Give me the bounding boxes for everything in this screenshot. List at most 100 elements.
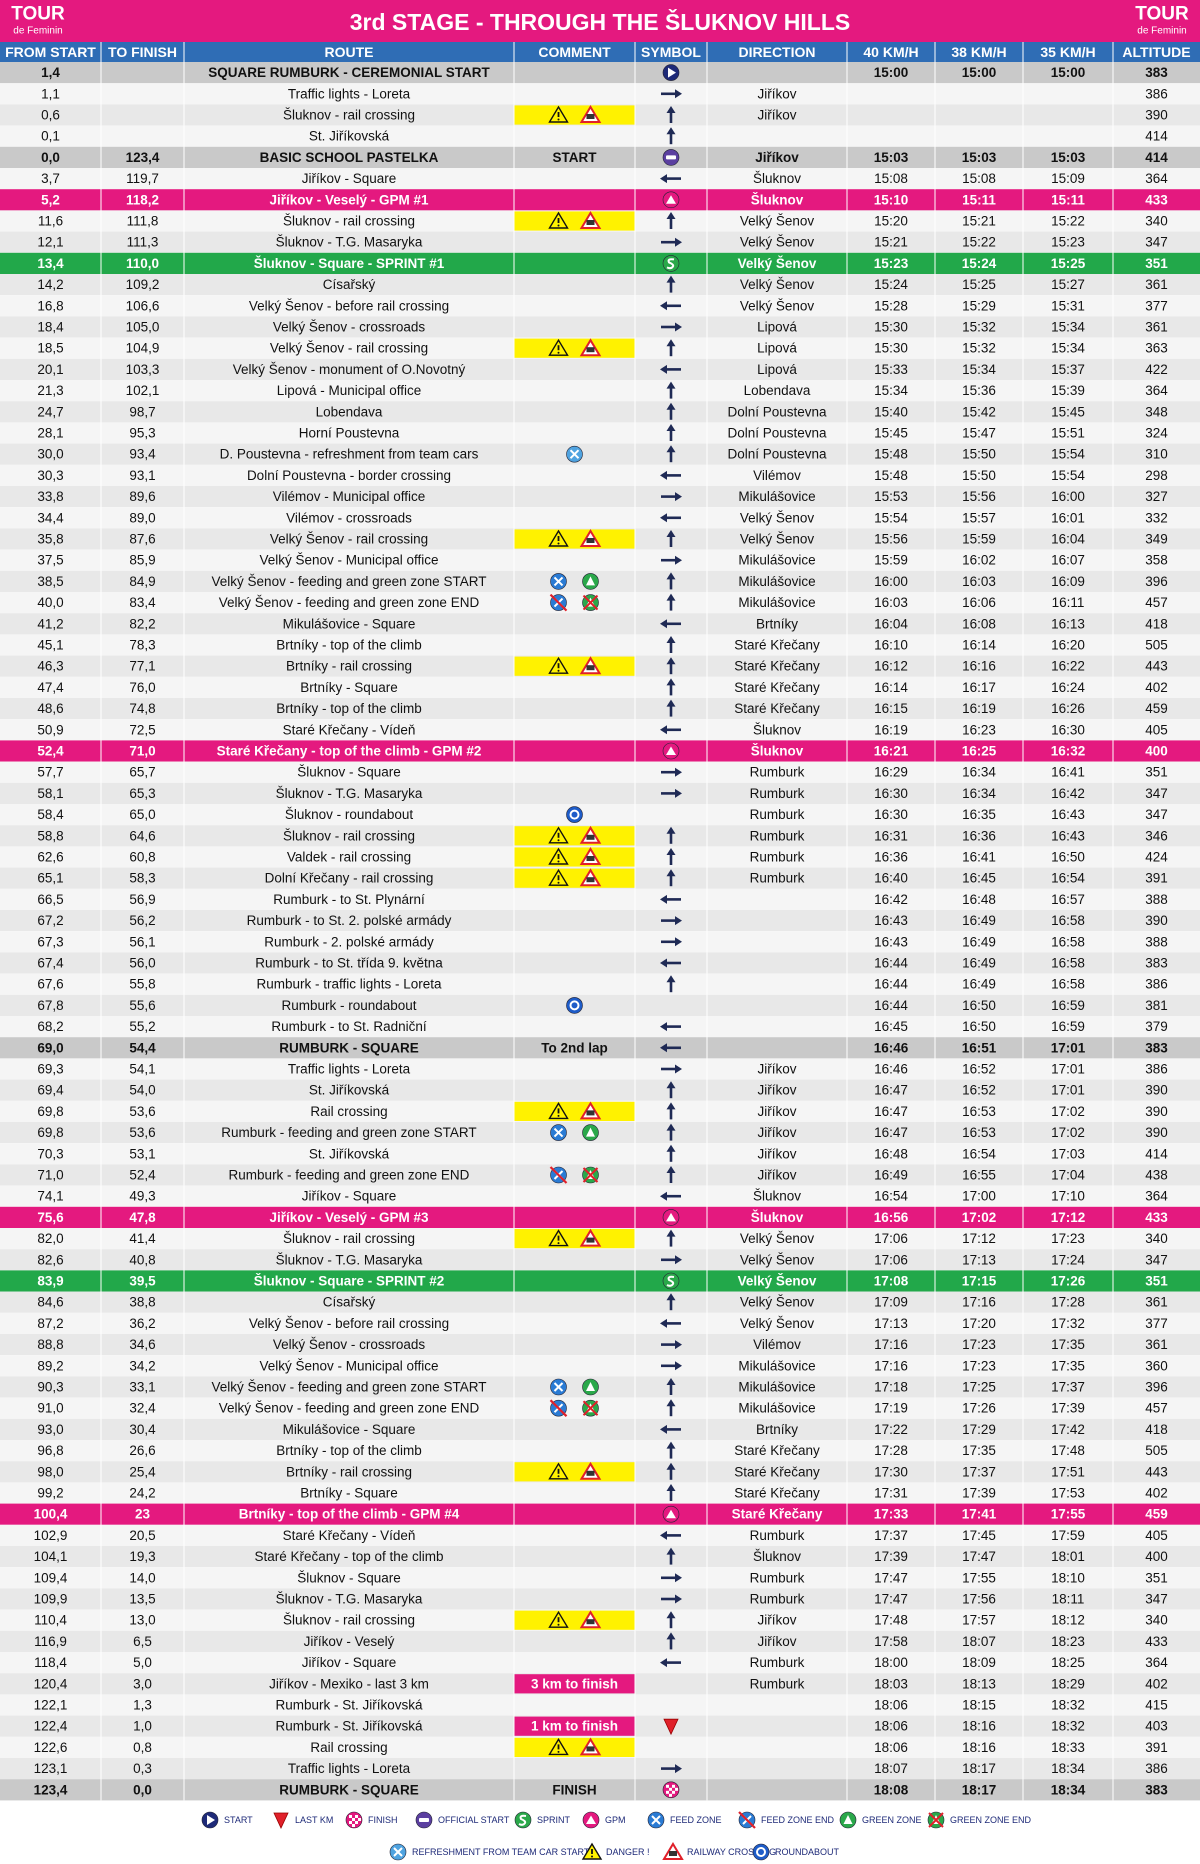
- row-background: [0, 231, 1200, 253]
- cell-text: 74,8: [129, 701, 155, 716]
- column-header: ROUTE: [325, 44, 374, 60]
- cell-text: 402: [1145, 1676, 1168, 1691]
- cell-text: 69,3: [37, 1062, 63, 1077]
- icon-glyph: [352, 1818, 355, 1821]
- column-header: SYMBOL: [641, 44, 701, 60]
- icon: [666, 275, 676, 293]
- cell-text: 17:42: [1051, 1422, 1085, 1437]
- cell-text: 64,6: [129, 828, 155, 843]
- cell-text: 35,8: [37, 532, 63, 547]
- cell-text: 1,1: [41, 86, 60, 101]
- cell-text: Šluknov: [751, 192, 804, 207]
- icon-glyph: [586, 1815, 596, 1824]
- icon: [661, 788, 682, 798]
- row-background: [0, 1397, 1200, 1419]
- cell-text: 16:09: [1051, 574, 1085, 589]
- cell-text: 110,0: [126, 256, 159, 271]
- icon: [548, 1610, 569, 1628]
- icon-glyph: [355, 1815, 358, 1818]
- row-background: [0, 1652, 1200, 1674]
- icon: [662, 1272, 680, 1290]
- row-background: [0, 380, 1200, 402]
- cell-text: 3 km to finish: [531, 1676, 618, 1691]
- icon: [548, 1738, 569, 1756]
- cell-text: 377: [1145, 1316, 1168, 1331]
- row-background: [0, 931, 1200, 953]
- arrow-head: [666, 1611, 676, 1619]
- cell-text: Velký Šenov - feeding and green zone STA…: [212, 574, 487, 589]
- row-background: [0, 1779, 1200, 1801]
- arrow-head: [666, 1547, 676, 1555]
- icon-glyph: [666, 155, 676, 160]
- cell-text: Šluknov: [751, 744, 804, 759]
- cell-text: 16:42: [874, 892, 908, 907]
- cell-text: Rumburk - traffic lights - Loreta: [256, 977, 442, 992]
- icon: [389, 1843, 407, 1861]
- arrow-head: [666, 381, 676, 389]
- cell-text: Lipová: [757, 320, 797, 335]
- cell-text: 340: [1145, 1613, 1168, 1628]
- cell-text: Šluknov - rail crossing: [283, 1231, 415, 1246]
- cell-text: 415: [1145, 1698, 1168, 1713]
- cell-text: Brtníky - top of the climb - GPM #4: [239, 1507, 460, 1522]
- cell-text: 17:01: [1051, 1083, 1085, 1098]
- cell-text: 87,2: [37, 1316, 63, 1331]
- icon-glyph: [582, 1167, 599, 1183]
- icon-glyph: [928, 1812, 944, 1828]
- icon-glyph: [586, 856, 595, 861]
- icon: [666, 636, 676, 653]
- cell-text: Velký Šenov: [740, 1316, 815, 1331]
- cell-text: Šluknov - T.G. Masaryka: [276, 1592, 423, 1607]
- cell-text: 18:17: [962, 1761, 996, 1776]
- cell-text: 16:31: [874, 828, 908, 843]
- cell-text: 346: [1145, 828, 1168, 843]
- icon-glyph: [569, 1000, 580, 1011]
- icon-glyph: [586, 1237, 595, 1243]
- icon-glyph: [549, 1399, 568, 1417]
- row-background: [0, 613, 1200, 635]
- icon: [548, 1102, 569, 1120]
- comment-highlight: [514, 868, 635, 888]
- comment-highlight: [514, 1101, 635, 1121]
- cell-text: 16:36: [962, 828, 996, 843]
- icon-glyph: [666, 258, 675, 270]
- comment-highlight: [514, 529, 635, 549]
- row-background: [0, 1164, 1200, 1186]
- cell-text: 56,9: [129, 892, 155, 907]
- legend-label: GREEN ZONE END: [950, 1815, 1032, 1825]
- cell-text: Rumburk: [750, 1528, 805, 1543]
- cell-text: 18:13: [962, 1676, 996, 1691]
- icon: [661, 1255, 682, 1265]
- cell-text: Brtníky - rail crossing: [286, 1464, 412, 1479]
- icon: [666, 1611, 676, 1629]
- icon-glyph: [666, 1790, 669, 1794]
- cell-text: 78,3: [129, 638, 155, 653]
- cell-text: 95,3: [129, 426, 155, 441]
- cell-text: 443: [1145, 659, 1168, 674]
- cell-text: 18:00: [874, 1655, 908, 1670]
- cell-text: 16:51: [962, 1040, 997, 1055]
- cell-text: 53,6: [129, 1104, 155, 1119]
- cell-text: Velký Šenov - feeding and green zone STA…: [212, 1380, 487, 1395]
- cell-text: Šluknov - T.G. Masaryka: [276, 1252, 423, 1267]
- row-background: [0, 740, 1200, 762]
- icon: [661, 237, 682, 247]
- cell-text: 34,4: [37, 510, 64, 525]
- cell-text: Rumburk: [750, 828, 805, 843]
- cell-text: 100,4: [34, 1507, 68, 1522]
- cell-text: 16:36: [874, 850, 908, 865]
- cell-text: 347: [1145, 235, 1168, 250]
- cell-text: 65,0: [129, 807, 155, 822]
- cell-text: 46,3: [37, 659, 63, 674]
- icon-glyph: [586, 1619, 595, 1625]
- cell-text: 11,6: [38, 214, 63, 229]
- comment-highlight: [514, 656, 635, 676]
- cell-text: 15:36: [962, 383, 996, 398]
- cell-text: 123,4: [34, 1782, 68, 1797]
- cell-text: 20,5: [129, 1528, 155, 1543]
- cell-text: Velký Šenov: [738, 256, 817, 271]
- cell-text: 15:45: [1051, 404, 1085, 419]
- row-background: [0, 1249, 1200, 1271]
- cell-text: 17:23: [962, 1337, 996, 1352]
- cell-text: 16:57: [1051, 892, 1085, 907]
